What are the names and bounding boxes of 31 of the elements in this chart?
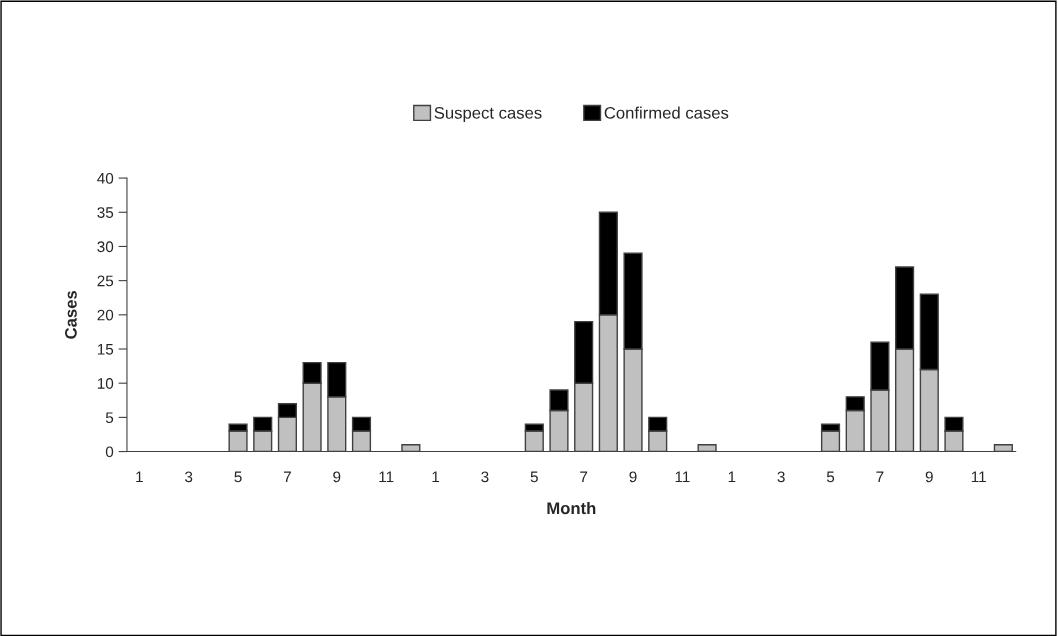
x-tick-label: 9 bbox=[333, 471, 341, 483]
x-tick-label: 11 bbox=[971, 471, 986, 483]
x-tick-label: 5 bbox=[826, 471, 835, 483]
y-tick-label: 30 bbox=[97, 241, 114, 253]
y-tick-label: 10 bbox=[97, 378, 114, 389]
y-axis-title: Cases bbox=[65, 290, 77, 339]
x-tick-label: 5 bbox=[234, 471, 242, 483]
x-tick-label: 9 bbox=[629, 471, 637, 483]
y-tick-label: 5 bbox=[105, 412, 114, 424]
x-tick-label: 7 bbox=[876, 471, 884, 483]
x-tick-label: 9 bbox=[925, 471, 933, 483]
x-tick-label: 5 bbox=[530, 471, 538, 483]
x-tick-label: 7 bbox=[580, 471, 588, 483]
x-tick-label: 3 bbox=[777, 471, 785, 483]
legend-label: Suspect cases bbox=[434, 106, 542, 123]
y-tick-label: 20 bbox=[97, 309, 114, 321]
x-tick-label: 11 bbox=[379, 471, 394, 483]
x-tick-label: 3 bbox=[185, 471, 193, 483]
y-tick-label: 35 bbox=[97, 207, 114, 218]
x-tick-label: 1 bbox=[728, 471, 736, 483]
x-tick-label: 7 bbox=[283, 471, 291, 483]
legend-label: Confirmed cases bbox=[604, 106, 729, 119]
y-tick-label: 40 bbox=[97, 172, 114, 184]
x-tick-label: 3 bbox=[481, 471, 489, 483]
x-axis-title: Month bbox=[547, 501, 596, 515]
x-tick-label: 1 bbox=[136, 471, 143, 483]
x-tick-label: 11 bbox=[675, 471, 690, 483]
y-tick-label: 25 bbox=[97, 275, 114, 287]
x-tick-label: 1 bbox=[432, 471, 440, 483]
y-tick-label: 15 bbox=[97, 344, 114, 355]
y-tick-label: 0 bbox=[105, 446, 114, 458]
